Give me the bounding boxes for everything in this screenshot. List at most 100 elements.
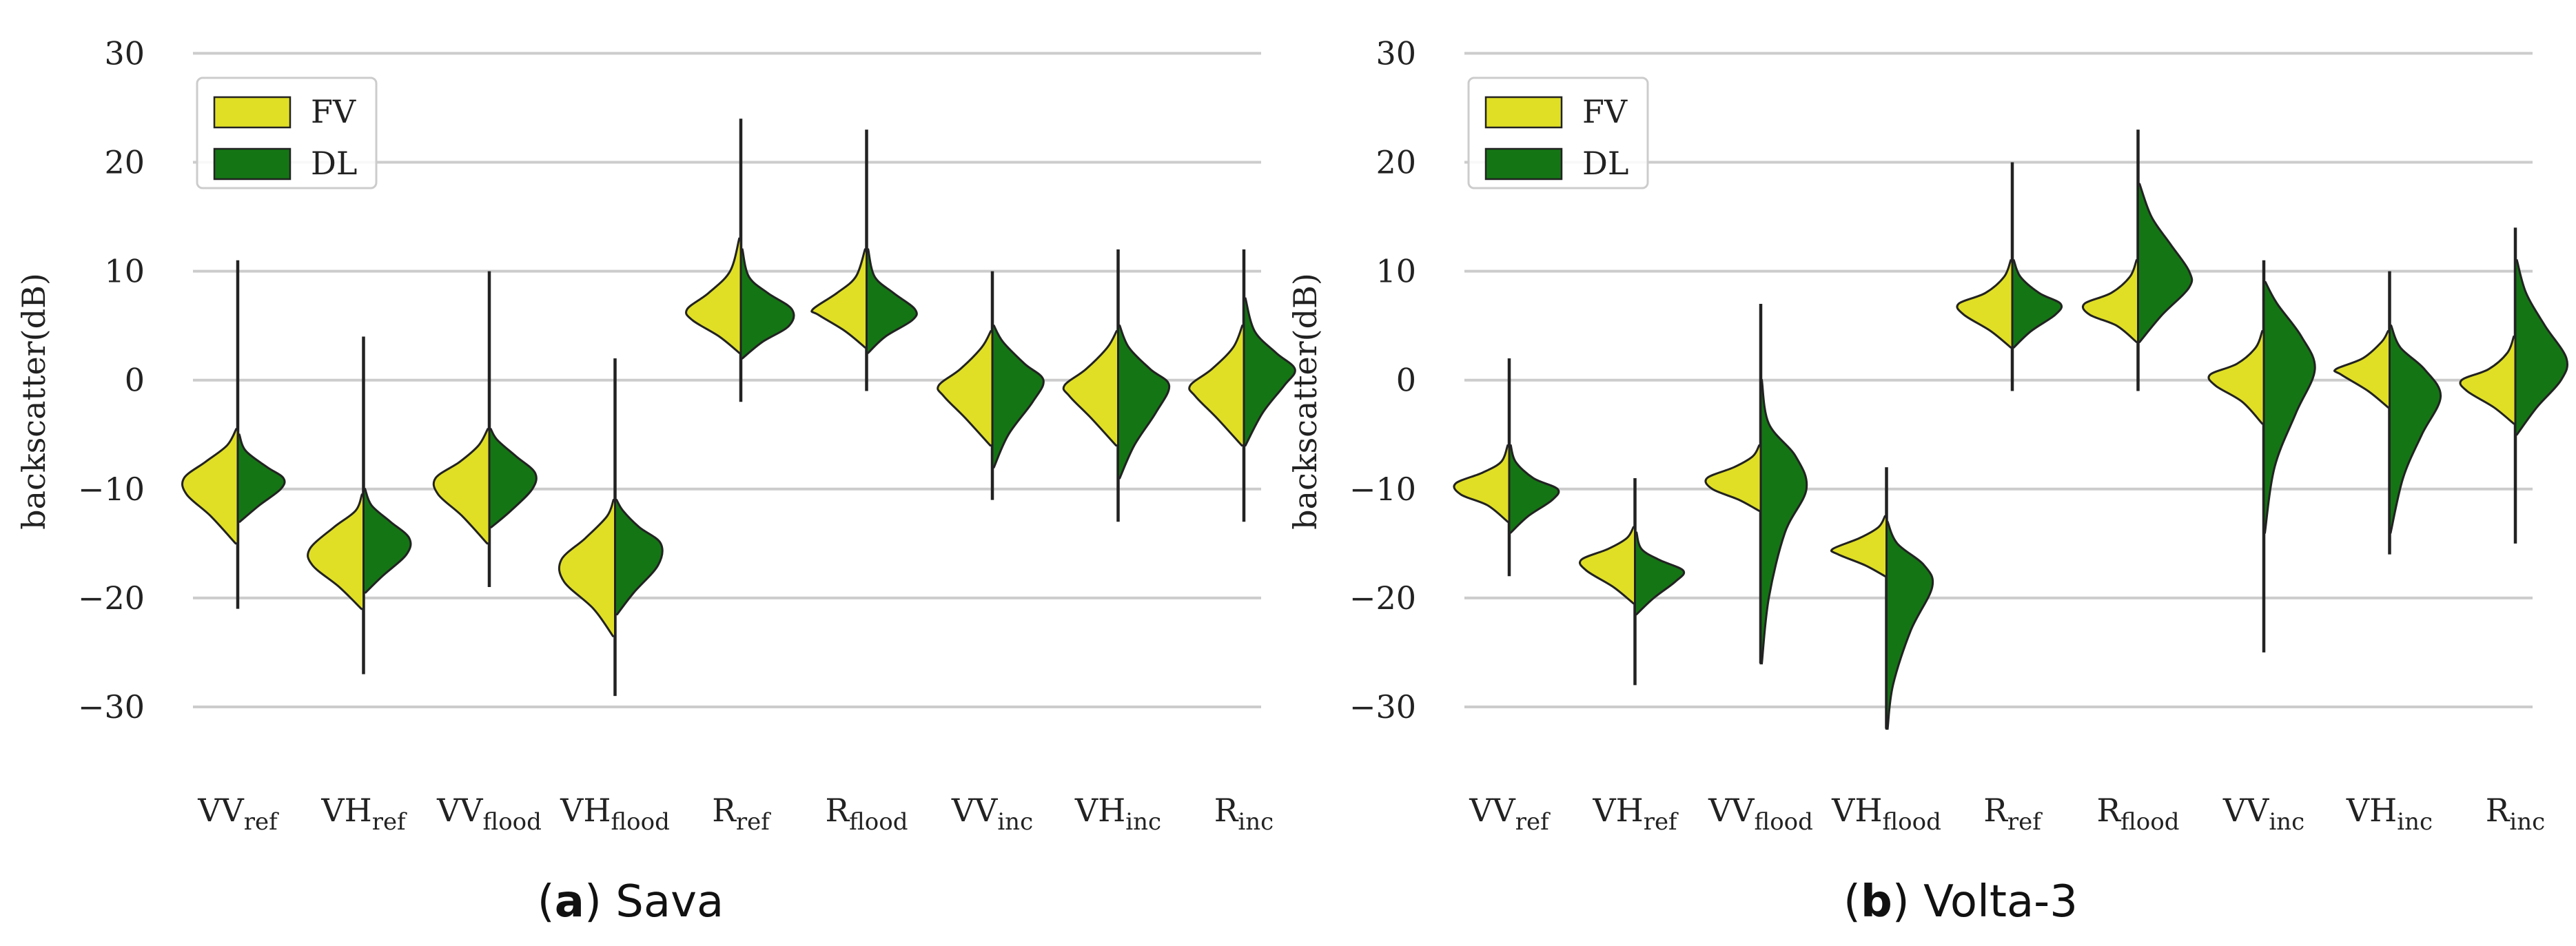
violin-half-fv (2459, 336, 2517, 425)
x-tick-main: VV (197, 792, 244, 829)
legend-swatch-fv (1484, 96, 1563, 129)
violin-half-fv (2333, 330, 2391, 409)
x-tick-main: VH (1074, 792, 1125, 829)
violin-vv-inc (937, 271, 1045, 500)
legend-label-fv: FV (1582, 93, 1628, 130)
violin-half-dl (1508, 444, 1560, 534)
x-tick-sub: ref (1515, 808, 1551, 836)
violin-r-inc (1188, 249, 1296, 522)
caption-name: Volta-3 (1923, 876, 2078, 927)
violin-half-dl (614, 499, 664, 616)
violin-half-dl (1243, 297, 1296, 446)
violin-half-dl (2514, 259, 2569, 436)
violin-half-dl (2262, 280, 2316, 534)
violin-half-fv (432, 428, 491, 545)
violin-r-flood (810, 130, 918, 391)
x-tick-label: Rref (1983, 792, 2043, 836)
violin-vh-ref (307, 336, 412, 675)
y-tick-label: −10 (1349, 471, 1416, 508)
violin-half-fv (2207, 330, 2265, 425)
x-tick-label: VHref (1592, 792, 1679, 836)
violin-vv-inc (2207, 260, 2316, 652)
violin-half-fv (1704, 444, 1762, 512)
x-tick-main: VH (2346, 792, 2397, 829)
y-tick-label: −30 (1349, 688, 1416, 726)
x-tick-main: R (1214, 792, 1239, 829)
legend-label-fv: FV (311, 93, 356, 130)
x-tick-sub: inc (997, 808, 1033, 836)
y-axis-label: backscatter(dB) (15, 273, 52, 530)
x-tick-main: VH (1831, 792, 1882, 829)
panel-caption: (b) Volta-3 (1843, 876, 2078, 927)
violin-half-fv (1956, 259, 2014, 349)
y-tick-label: −20 (1349, 579, 1416, 617)
x-tick-main: VH (560, 792, 611, 829)
x-tick-sub: inc (2397, 808, 2433, 836)
x-tick-sub: flood (611, 808, 669, 836)
x-tick-label: Rflood (825, 792, 908, 836)
violin-half-dl (2137, 183, 2194, 343)
x-tick-main: R (2486, 792, 2511, 829)
violin-half-fv (181, 428, 239, 545)
y-tick-label: 10 (1376, 253, 1416, 290)
violin-half-dl (2011, 259, 2063, 349)
legend-swatch-fv (213, 96, 292, 129)
violin-half-fv (684, 237, 742, 354)
x-tick-label: VVref (1469, 792, 1551, 836)
y-tick-label: 30 (1376, 34, 1416, 72)
violin-half-fv (307, 493, 365, 610)
violin-vv-flood (432, 271, 538, 588)
caption-name: Sava (615, 876, 724, 927)
y-tick-label: 0 (125, 362, 145, 399)
violin-half-dl (1117, 325, 1171, 480)
x-tick-label: Rinc (2486, 792, 2545, 836)
violin-half-dl (1634, 531, 1686, 616)
x-tick-main: VH (320, 792, 371, 829)
x-tick-sub: flood (849, 808, 908, 836)
y-tick-label: 10 (104, 253, 145, 290)
caption-paren: ) (1892, 876, 1923, 927)
x-tick-label: VVinc (2222, 792, 2304, 836)
x-tick-label: Rref (712, 792, 771, 836)
x-tick-main: VV (951, 792, 998, 829)
caption-paren: ) (584, 876, 615, 927)
y-tick-label: −30 (78, 688, 145, 726)
legend-label-dl: DL (1582, 145, 1628, 182)
x-tick-sub: flood (483, 808, 542, 836)
x-tick-label: VHinc (2346, 792, 2433, 836)
violin-vh-flood (1830, 467, 1934, 730)
violin-half-dl (236, 433, 286, 523)
x-tick-sub: inc (2269, 808, 2304, 836)
x-tick-main: R (825, 792, 850, 829)
violin-half-fv (1578, 526, 1636, 605)
x-tick-main: R (712, 792, 737, 829)
violin-half-dl (739, 248, 795, 360)
x-tick-main: VV (1469, 792, 1515, 829)
x-tick-label: VHref (320, 792, 407, 836)
x-tick-label: VHflood (560, 792, 670, 836)
legend-label-dl: DL (311, 145, 357, 182)
legend: FV DL (1467, 76, 1649, 189)
x-tick-main: VV (1708, 792, 1755, 829)
x-tick-sub: ref (2007, 808, 2043, 836)
violin-half-dl (2389, 325, 2442, 534)
caption-letter: b (1861, 876, 1892, 927)
y-tick-label: 30 (104, 34, 145, 72)
y-tick-label: 20 (104, 144, 145, 181)
y-axis-label: backscatter(dB) (1287, 273, 1324, 530)
x-tick-label: Rinc (1214, 792, 1274, 836)
y-tick-label: 20 (1376, 144, 1416, 181)
x-tick-main: R (1983, 792, 2008, 829)
violin-half-fv (1062, 330, 1119, 446)
x-tick-sub: ref (244, 808, 279, 836)
x-tick-label: VVref (197, 792, 279, 836)
legend-swatch-dl (213, 147, 292, 181)
violin-half-fv (937, 330, 994, 446)
x-tick-label: VVinc (951, 792, 1033, 836)
violin-half-dl (488, 428, 538, 528)
violin-vv-flood (1704, 304, 1808, 665)
violin-half-dl (1885, 520, 1934, 730)
violin-r-ref (684, 119, 795, 402)
